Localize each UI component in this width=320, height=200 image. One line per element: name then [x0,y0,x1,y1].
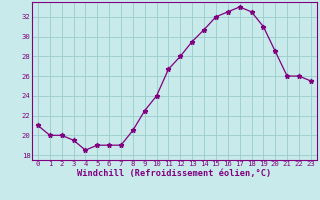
X-axis label: Windchill (Refroidissement éolien,°C): Windchill (Refroidissement éolien,°C) [77,169,272,178]
